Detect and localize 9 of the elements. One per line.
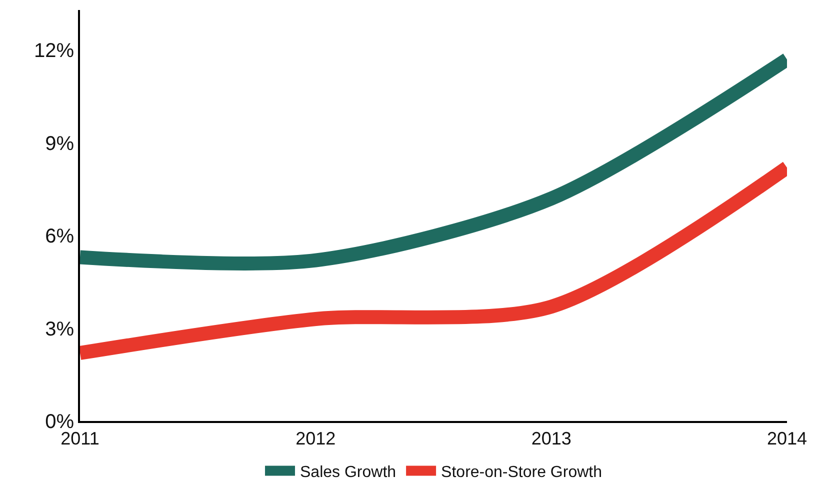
legend-label: Store-on-Store Growth [441,464,602,482]
y-tick-label: 3% [45,318,74,340]
x-tick-label: 2013 [531,428,572,449]
y-tick-label: 12% [34,40,74,62]
x-tick-label: 2012 [296,428,336,449]
x-tick-label: 2014 [766,428,808,449]
y-tick-label: 6% [45,226,74,248]
y-tick-label: 9% [45,132,74,155]
legend-label: Sales Growth [300,464,396,482]
